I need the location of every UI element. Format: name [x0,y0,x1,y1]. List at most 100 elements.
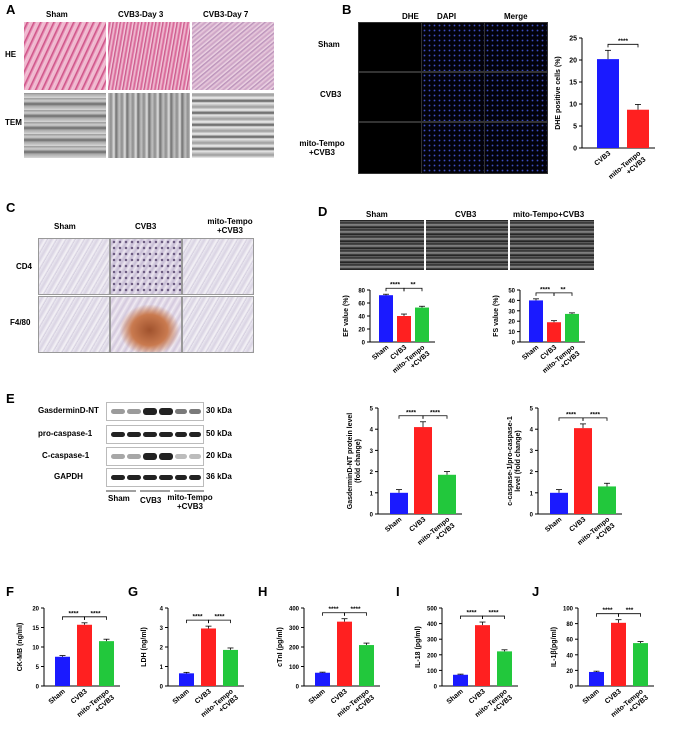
y-tick-label: 3 [160,626,164,632]
bar [627,109,649,148]
col-label-day7: CVB3-Day 7 [203,10,249,19]
wb-group-labels [106,490,204,492]
significance-label: **** [618,38,629,45]
ihc-f480-tempo [182,296,254,353]
y-tick-label: 1 [160,665,164,671]
dhe-image-cvb3 [358,72,422,122]
col-label-d-cvb3: CVB3 [455,210,477,219]
panel-label-c: C [6,200,16,215]
significance-label: ** [410,282,416,289]
x-tick-label: Sham [521,344,540,362]
y-tick-label: 5 [36,665,40,671]
y-tick-label: 40 [358,315,365,321]
wb-size-gapdh: 36 kDa [206,472,232,481]
bar [359,645,374,686]
y-tick-label: 20 [508,320,515,326]
y-axis-label: LDH (ng/ml) [141,627,148,667]
col-label-c-tempo: mito-Tempo +CVB3 [207,217,253,235]
y-tick-label: 0 [530,513,534,519]
bar [633,643,648,686]
bar [415,307,429,342]
significance-label: *** [626,607,634,614]
y-tick-label: 1 [530,491,534,497]
y-tick-label: 2 [530,470,534,476]
merge-image-sham [484,22,548,72]
significance-label: **** [590,411,601,418]
significance-label: **** [406,409,417,416]
y-tick-label: 0 [362,341,366,347]
significance-label: **** [214,614,225,621]
y-tick-label: 0 [296,685,300,691]
wb-group-sham: Sham [108,494,130,503]
chart-e-casp1: 0 1 2 3 4 5 c-caspase-1/pro-caspase-1level (fo… [507,407,622,546]
bar [589,671,604,686]
y-tick-label: 4 [160,607,164,613]
bar [55,656,70,686]
dhe-image-sham [358,22,422,72]
ihc-f480-cvb3 [110,296,182,353]
col-label-c-cvb3: CVB3 [135,222,157,231]
merge-image-cvb3 [484,72,548,122]
y-tick-label: 5 [370,407,374,413]
significance-label: **** [328,606,339,613]
bar [223,649,238,686]
wb-size-gsdmd: 30 kDa [206,406,232,415]
y-tick-label: 400 [289,607,300,613]
y-tick-label: 20 [566,669,573,675]
y-tick-label: 3 [530,449,534,455]
y-tick-label: 15 [32,626,39,632]
significance-bracket [422,415,448,419]
col-label-dapi: DAPI [437,12,457,21]
y-tick-label: 0 [570,685,574,691]
row-label-he: HE [5,50,17,59]
bar [179,673,194,686]
bar [611,622,626,686]
dapi-image-sham [421,22,485,72]
row-label-b-tempo: mito-Tempo +CVB3 [299,139,345,157]
col-label-d-tempo: mito-Tempo+CVB3 [513,210,585,219]
x-tick-label: Sham [384,516,403,534]
y-tick-label: 0 [36,685,40,691]
panel-label-e: E [6,391,15,406]
y-tick-label: 0 [370,513,374,519]
significance-label: **** [430,409,441,416]
y-tick-label: 300 [289,626,300,632]
significance-label: **** [466,610,477,617]
significance-bracket [618,613,641,617]
y-tick-label: 2 [370,470,374,476]
y-tick-label: 1 [370,491,374,497]
x-tick-label: CVB3 [593,150,612,167]
significance-bracket [344,612,367,616]
y-tick-label: 100 [289,665,300,671]
y-axis-label: GasderminD-NT protein level(fold change) [347,413,362,510]
wb-size-procasp1: 50 kDa [206,429,232,438]
panel-label-g: G [128,584,139,599]
y-tick-label: 10 [508,330,515,336]
echo-image-cvb3 [426,220,508,270]
wb-blot-procasp1 [106,425,204,444]
significance-label: ** [560,286,566,293]
bar [390,492,408,514]
y-tick-label: 80 [566,622,573,628]
significance-label: **** [540,286,551,293]
y-axis-label: IL-1β(pg/ml) [551,627,558,667]
bar [99,641,114,686]
wb-blot-gapdh [106,468,204,487]
y-tick-label: 400 [427,622,438,628]
y-tick-label: 200 [289,646,300,652]
panel-label-i: I [396,584,400,599]
wb-group-cvb3: CVB3 [140,496,162,505]
bar [497,651,512,686]
bar [597,59,619,149]
wb-label-ccasp1: C-caspase-1 [42,451,90,460]
panel-label-d: D [318,204,328,219]
bar [547,322,561,342]
y-axis-label: EF value (%) [343,295,350,337]
bar [414,427,432,514]
col-label-merge: Merge [504,12,528,21]
y-tick-label: 3 [370,449,374,455]
